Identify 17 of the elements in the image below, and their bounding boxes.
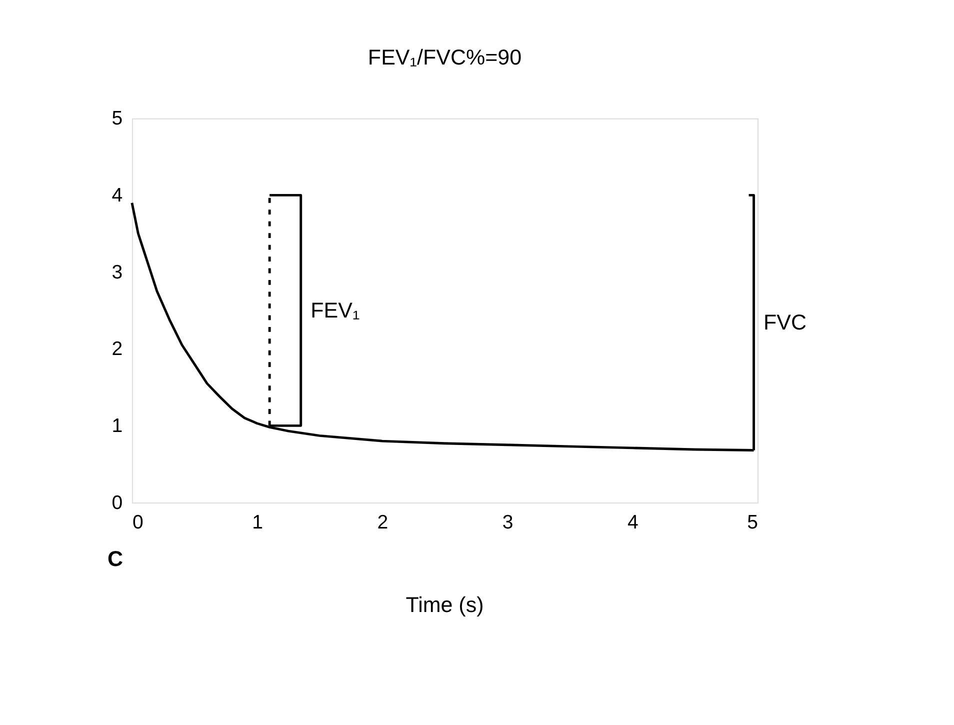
- annotation: FEV₁: [310, 298, 360, 322]
- y-tick-label: 2: [112, 338, 123, 360]
- x-axis-title: Time (s): [406, 592, 484, 617]
- y-tick-label: 4: [112, 184, 123, 207]
- x-tick-label: 4: [627, 511, 638, 534]
- x-tick-label: 5: [747, 511, 758, 534]
- x-tick-label: 1: [252, 511, 263, 534]
- x-tick-label: 3: [502, 511, 514, 534]
- y-tick-label: 3: [112, 261, 123, 284]
- x-tick-label: 2: [377, 511, 388, 534]
- x-tick-label: 0: [132, 511, 144, 534]
- y-tick-label: 1: [112, 415, 123, 438]
- text: C: [108, 547, 124, 572]
- y-tick-label: 5: [112, 108, 123, 130]
- text: FVC: [764, 310, 807, 335]
- y-tick-label: 0: [112, 492, 123, 514]
- chart-title: FEV₁/FVC%=90: [368, 46, 522, 70]
